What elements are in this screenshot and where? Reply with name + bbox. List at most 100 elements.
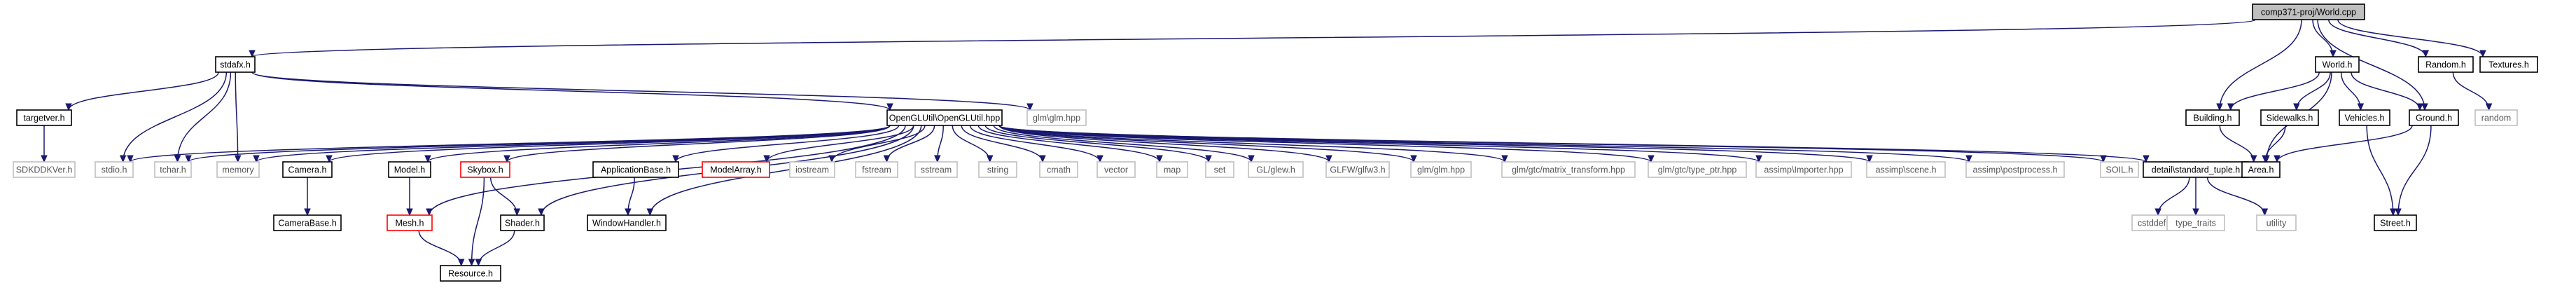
edge-line: [998, 125, 1760, 163]
arrowhead: [41, 155, 48, 163]
node-label: glm\glm.hpp: [1033, 113, 1080, 123]
node-openglutil[interactable]: OpenGLUtil\OpenGLUtil.hpp: [886, 109, 1003, 126]
arrowhead: [2330, 50, 2337, 58]
node-glfw3: GLFW/glfw3.h: [1325, 161, 1390, 178]
node-skybox[interactable]: Skybox.h: [460, 161, 510, 178]
edge-stdafx-to-stdio: [119, 71, 228, 163]
edge-line: [176, 71, 232, 163]
edge-line: [2219, 19, 2302, 111]
node-label: Street.h: [2380, 218, 2411, 228]
node-appbase[interactable]: ApplicationBase.h: [592, 161, 679, 178]
node-stdafx[interactable]: stdafx.h: [215, 56, 256, 73]
edge-line: [977, 125, 1160, 163]
node-resource[interactable]: Resource.h: [440, 265, 501, 282]
graph-edges: [41, 19, 2493, 267]
node-ground[interactable]: Ground.h: [2409, 109, 2459, 126]
node-sidewalks[interactable]: Sidewalks.h: [2260, 109, 2319, 126]
node-model[interactable]: Model.h: [388, 161, 431, 178]
node-vehicles[interactable]: Vehicles.h: [2339, 109, 2390, 126]
node-box: [1026, 109, 1087, 126]
edge-line: [998, 125, 1505, 163]
node-box: [914, 161, 958, 178]
edge-detail-to-utility: [2206, 177, 2269, 217]
node-string: string: [978, 161, 1017, 178]
node-label: targetver.h: [23, 113, 64, 123]
node-label: GLFW/glfw3.h: [1330, 165, 1385, 174]
edge-skybox-to-resource: [468, 177, 485, 267]
node-label: glm/glm.hpp: [1417, 165, 1465, 174]
arrowhead: [326, 155, 333, 163]
node-map: map: [1156, 161, 1188, 178]
edge-line: [961, 125, 1043, 163]
node-shader[interactable]: Shader.h: [500, 214, 545, 231]
node-textures[interactable]: Textures.h: [2479, 56, 2538, 73]
arrowhead: [65, 103, 72, 111]
edge-openglutil-to-windowhandler: [646, 125, 922, 217]
node-box: [387, 214, 433, 231]
node-box: [886, 109, 1003, 126]
edge-line: [2230, 71, 2320, 111]
edge-detail-to-type-traits: [2192, 177, 2199, 217]
graph-nodes: comp371-proj/World.cpp stdafx.h Random.h Te…: [13, 4, 2538, 282]
node-windowhandler[interactable]: WindowHandler.h: [587, 214, 667, 231]
node-street[interactable]: Street.h: [2374, 214, 2417, 231]
node-label: sstream: [921, 165, 952, 174]
node-cmath: cmath: [1039, 161, 1078, 178]
node-label: WindowHandler.h: [592, 218, 661, 228]
edge-line: [2296, 71, 2331, 111]
arrowhead: [127, 155, 134, 163]
node-label: Ground.h: [2416, 113, 2452, 123]
node-camerabase[interactable]: CameraBase.h: [273, 214, 342, 231]
arrowhead: [2261, 208, 2269, 217]
node-box: [2339, 109, 2390, 126]
edge-openglutil-to-vector: [969, 125, 1103, 163]
node-label: Resource.h: [448, 268, 493, 278]
node-glm-glm-hpp-top: glm\glm.hpp: [1026, 109, 1087, 126]
node-label: Random.h: [2425, 60, 2466, 69]
edge-line: [2219, 125, 2255, 163]
edge-root-to-random: [2328, 19, 2430, 58]
edge-openglutil-to-ai-importer: [998, 125, 1762, 163]
node-world[interactable]: World.h: [2315, 56, 2360, 73]
arrowhead: [2262, 155, 2269, 163]
node-box: [282, 161, 333, 178]
node-ai-post: assimp\postprocess.h: [1965, 161, 2065, 178]
edge-stdafx-to-tchar: [174, 71, 232, 163]
edge-line: [122, 71, 228, 163]
node-area[interactable]: Area.h: [2241, 161, 2281, 178]
node-mesh[interactable]: Mesh.h: [387, 214, 433, 231]
edge-line: [766, 125, 914, 163]
edge-random-to-random-sys: [2452, 71, 2493, 111]
edge-openglutil-to-skybox: [503, 125, 891, 163]
node-box: [2409, 109, 2459, 126]
node-box: [13, 161, 76, 178]
node-label: SOIL.h: [2106, 165, 2133, 174]
node-building[interactable]: Building.h: [2185, 109, 2240, 126]
node-box: [16, 109, 72, 126]
edge-line: [478, 230, 515, 266]
edge-line: [2366, 125, 2394, 216]
node-box: [2241, 161, 2281, 178]
edge-openglutil-to-modelarray: [763, 125, 914, 163]
edge-line: [251, 19, 2256, 57]
arrowhead: [1325, 155, 1332, 163]
node-label: detail\standard_tuple.h: [2152, 165, 2241, 174]
node-label: map: [1164, 165, 1181, 174]
node-box: [2374, 214, 2417, 231]
edge-stdafx-to-targetver: [65, 71, 219, 111]
node-camera[interactable]: Camera.h: [282, 161, 333, 178]
edge-world-to-sidewalks: [2293, 71, 2331, 111]
node-modelarray[interactable]: ModelArray.h: [702, 161, 770, 178]
edge-camera-to-camerabase: [304, 177, 311, 217]
edge-world-to-vehicles: [2340, 71, 2365, 111]
node-random[interactable]: Random.h: [2418, 56, 2474, 73]
node-root[interactable]: comp371-proj/World.cpp: [2252, 4, 2365, 20]
node-sstream: sstream: [914, 161, 958, 178]
node-label: memory: [222, 165, 254, 174]
node-box: [1248, 161, 1304, 178]
node-type-traits: type_traits: [2166, 214, 2225, 231]
node-detail[interactable]: detail\standard_tuple.h: [2143, 161, 2249, 178]
node-targetver[interactable]: targetver.h: [16, 109, 72, 126]
node-box: [2100, 161, 2139, 178]
arrowhead: [934, 155, 941, 163]
